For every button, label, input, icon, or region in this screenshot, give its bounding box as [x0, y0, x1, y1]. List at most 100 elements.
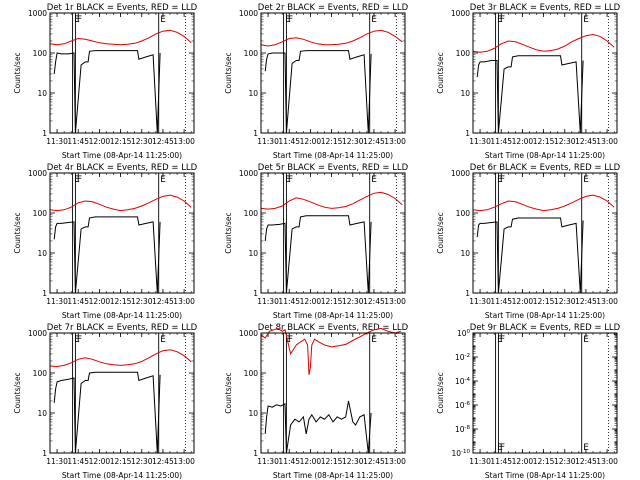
lld-series-line [49, 349, 192, 368]
y-tick-label: 1 [253, 289, 258, 298]
x-tick-label: 13:00 [173, 457, 195, 466]
y-tick-label: 1000 [239, 9, 258, 18]
y-tick-label: 10 [37, 89, 47, 98]
x-axis-label: Start Time (08-Apr-14 11:25:00) [273, 471, 393, 480]
y-tick-label: 100 [244, 209, 259, 218]
y-tick-label: 1000 [239, 329, 258, 338]
x-tick-label: 11:30 [257, 137, 279, 146]
y-tick-label: 1 [253, 449, 258, 458]
plot-frame [472, 332, 618, 454]
panel-title: Det 1r BLACK = Events, RED = LLD [47, 3, 198, 13]
y-tick-label: 100 [456, 49, 471, 58]
x-tick-label: 12:00 [300, 297, 322, 306]
event-marker-label: F [288, 15, 293, 25]
x-axis-label: Start Time (08-Apr-14 11:25:00) [485, 311, 605, 320]
x-tick-label: 13:00 [596, 457, 618, 466]
event-marker-label: E [160, 335, 166, 345]
y-axis-label: Counts/sec [224, 212, 233, 253]
y-tick-label: 1 [253, 129, 258, 138]
x-axis-label: Start Time (08-Apr-14 11:25:00) [273, 151, 393, 160]
y-tick-label: 10 [460, 89, 470, 98]
event-marker-label: E [497, 15, 503, 25]
x-axis-label: Start Time (08-Apr-14 11:25:00) [62, 311, 182, 320]
y-tick-label: 1 [42, 129, 47, 138]
x-tick-label: 12:30 [554, 297, 576, 306]
y-tick-label: 10-8 [455, 425, 471, 434]
y-tick-label: 10-10 [451, 449, 470, 458]
event-marker-label: E [583, 175, 589, 185]
y-axis-label: Counts/sec [436, 212, 445, 253]
events-series-line [264, 215, 372, 294]
event-marker-label-bottom: E [497, 443, 503, 453]
y-tick-label: 100 [33, 49, 48, 58]
lld-series-line [472, 194, 615, 212]
panel-4: Det 4r BLACK = Events, RED = LLD Start Ti… [13, 163, 198, 320]
x-tick-label: 11:45 [67, 297, 89, 306]
event-marker-label: E [583, 335, 589, 345]
x-tick-label: 12:00 [512, 457, 534, 466]
x-tick-label: 11:30 [469, 297, 491, 306]
x-tick-label: 12:15 [533, 137, 555, 146]
y-tick-label: 10 [248, 249, 258, 258]
x-tick-label: 12:45 [575, 457, 597, 466]
event-marker-label: F [77, 175, 82, 185]
event-marker-label: E [160, 175, 166, 185]
events-series-line [53, 216, 161, 294]
x-tick-label: 12:45 [575, 137, 597, 146]
x-tick-label: 12:15 [533, 457, 555, 466]
x-tick-label: 11:45 [278, 457, 300, 466]
y-axis-label: Counts/sec [224, 372, 233, 413]
x-tick-label: 13:00 [596, 297, 618, 306]
lld-series-line [260, 29, 403, 47]
x-tick-label: 12:45 [152, 297, 174, 306]
x-tick-label: 12:15 [321, 457, 343, 466]
plot-frame [472, 12, 618, 134]
plot-frame [49, 172, 195, 294]
y-tick-label: 10-4 [455, 377, 471, 386]
panel-title: Det 5r BLACK = Events, RED = LLD [258, 163, 409, 173]
y-axis-label: Counts/sec [13, 372, 22, 413]
plot-frame [260, 12, 406, 134]
event-marker-label: F [500, 15, 505, 25]
x-tick-label: 11:30 [46, 457, 68, 466]
event-marker-label: E [371, 175, 377, 185]
x-tick-label: 11:45 [278, 137, 300, 146]
y-tick-label: 1 [465, 289, 470, 298]
x-tick-label: 12:45 [575, 297, 597, 306]
y-tick-label: 100 [33, 369, 48, 378]
x-tick-label: 13:00 [173, 137, 195, 146]
events-series-line [264, 50, 372, 134]
event-marker-label-bottom: F [500, 443, 505, 453]
plot-frame [49, 12, 195, 134]
panel-9: Det 9r BLACK = Events, RED = LLD Start Ti… [436, 323, 621, 480]
x-tick-label: 12:00 [300, 137, 322, 146]
event-marker-label: E [285, 15, 291, 25]
lld-series-line [472, 33, 615, 53]
y-tick-label: 100 [33, 209, 48, 218]
x-tick-label: 12:45 [152, 137, 174, 146]
y-axis-label: Counts/sec [224, 52, 233, 93]
x-axis-label: Start Time (08-Apr-14 11:25:00) [485, 471, 605, 480]
x-axis-label: Start Time (08-Apr-14 11:25:00) [62, 151, 182, 160]
x-tick-label: 11:30 [469, 137, 491, 146]
event-marker-label: E [497, 175, 503, 185]
event-marker-label: E [74, 335, 80, 345]
event-marker-label: E [74, 175, 80, 185]
y-tick-label: 10 [248, 409, 258, 418]
lld-series-line [49, 29, 192, 46]
y-tick-label: 1 [465, 129, 470, 138]
y-tick-label: 10-2 [455, 353, 470, 362]
x-tick-label: 12:30 [554, 457, 576, 466]
events-series-line [476, 217, 584, 294]
events-series-line [476, 55, 584, 134]
lld-series-line [49, 194, 192, 212]
y-tick-label: 100 [457, 329, 471, 338]
x-tick-label: 11:30 [257, 297, 279, 306]
events-series-line [264, 400, 372, 454]
event-marker-label: E [583, 15, 589, 25]
y-tick-label: 100 [244, 369, 259, 378]
event-marker-label: F [288, 335, 293, 345]
y-tick-label: 100 [456, 209, 471, 218]
x-tick-label: 11:45 [67, 137, 89, 146]
